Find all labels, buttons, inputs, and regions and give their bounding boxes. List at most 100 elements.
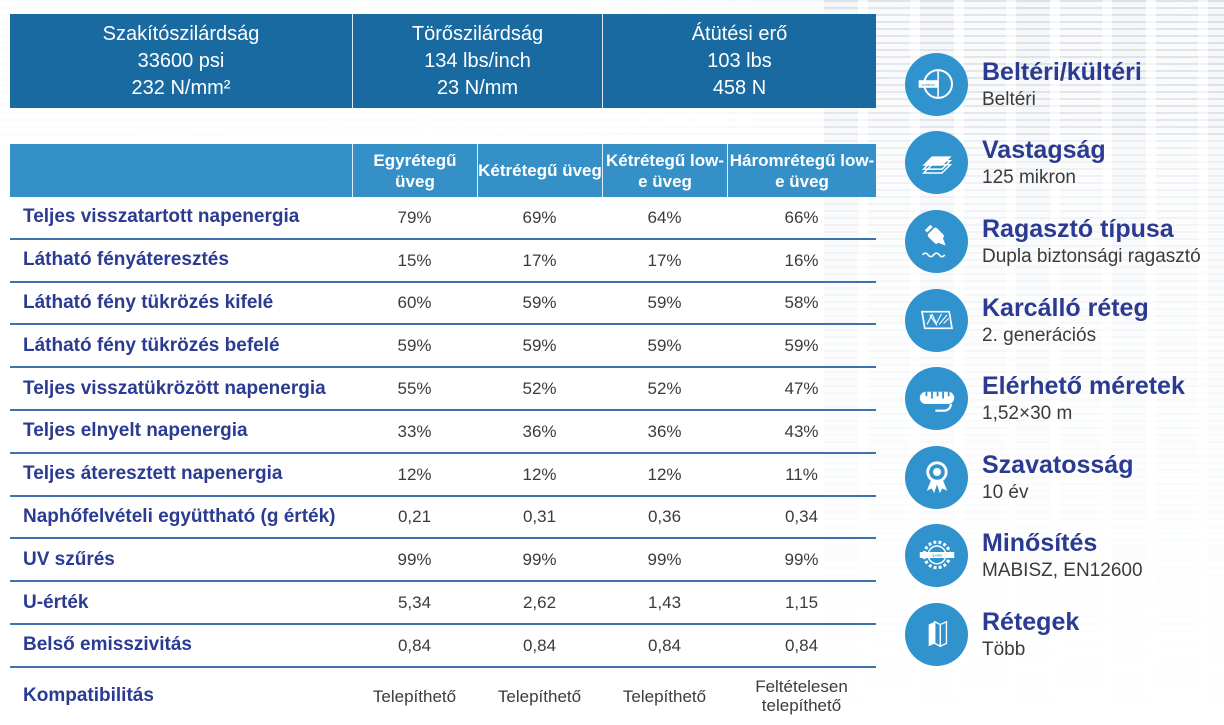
feature-value: 1,52×30 m [982,403,1073,425]
feature-value: 2. generációs [982,324,1097,346]
table-header-col: Kétrétegű low-e üveg [602,144,727,197]
table-header-col: Egyrétegű üveg [352,144,477,197]
row-label: UV szűrés [23,548,115,570]
stat-value: 458 N [712,76,767,99]
layers-icon [905,602,968,666]
indoor-outdoor-icon: outdoor [905,52,968,116]
table-row: Látható fény tükrözés befelé 59% 59% 59%… [10,325,876,369]
cell-value: 11% [785,464,818,484]
row-label: Teljes visszatükrözött napenergia [23,377,326,399]
cell-value: 52% [647,379,682,399]
feature-value: 125 mikron [982,167,1076,189]
row-label: Látható fényáteresztés [23,249,229,271]
table-row: Teljes visszatartott napenergia 79% 69% … [10,197,876,240]
sizes-icon [905,367,968,431]
feature-title: Minősítés [982,529,1098,558]
cell-value: 12% [522,464,557,484]
row-label: Naphőfelvételi együttható (g érték) [23,505,336,527]
table-row: Teljes áteresztett napenergia 12% 12% 12… [10,454,876,497]
feature-available-sizes: Elérhető méretek 1,52×30 m [905,359,1201,438]
cell-value: Telepíthető [622,686,707,706]
feature-thickness: Vastagság 125 mikron [905,124,1201,203]
cell-value: 47% [784,379,819,399]
feature-value: 10 év [982,481,1029,503]
table-header-spacer [10,144,352,197]
cell-value: 69% [522,207,557,227]
cell-value: 2,62 [522,593,557,613]
feature-certification: quality Minősítés MABISZ, EN12600 [905,517,1201,596]
stat-break-strength: Törőszilárdság 134 lbs/inch 23 N/mm [352,14,602,108]
cell-value: 99% [784,550,819,570]
background-texture-right [824,0,1224,725]
cell-value: 0,84 [784,635,819,655]
cell-value: 59% [784,336,819,356]
feature-layers: Rétegek Több [905,595,1201,674]
stat-puncture-force: Átütési erő 103 lbs 458 N [602,14,876,108]
cell-value: 43% [784,421,819,441]
feature-title: Ragasztó típusa [982,214,1174,243]
row-label: Belső emisszivitás [23,634,192,656]
cell-value: 79% [397,207,432,227]
cell-value: 1,43 [647,593,682,613]
feature-warranty: Szavatosság 10 év [905,438,1201,517]
cell-value: 16% [784,250,819,270]
cell-value: 0,31 [522,507,557,527]
cell-value: 59% [647,293,682,313]
cell-value: 0,21 [397,507,432,527]
feature-title: Szavatosság [982,450,1134,479]
cell-value: 60% [397,293,432,313]
cell-value: 99% [397,550,432,570]
row-label: Látható fény tükrözés befelé [23,334,280,356]
row-label: U-érték [23,591,89,613]
thickness-icon [905,131,968,195]
feature-list: outdoor Beltéri/kültéri Beltéri Vastagsá… [905,45,1201,674]
stat-value: 103 lbs [707,49,772,72]
cell-value: 12% [647,464,682,484]
feature-title: Karcálló réteg [982,293,1149,322]
cell-value: 0,84 [522,635,557,655]
cell-value: 33% [397,421,432,441]
stat-value: 134 lbs/inch [424,49,531,72]
cell-value: 64% [647,207,682,227]
row-label: Teljes visszatartott napenergia [23,206,300,228]
cell-value: 66% [784,207,819,227]
cell-value: 0,36 [647,507,682,527]
cell-value: 0,84 [647,635,682,655]
cell-value: Telepíthető [497,686,582,706]
table-row: Belső emisszivitás 0,84 0,84 0,84 0,84 [10,625,876,668]
cell-value: 0,34 [784,507,819,527]
table-row: Teljes elnyelt napenergia 33% 36% 36% 43… [10,411,876,454]
stat-title: Törőszilárdság [411,22,544,45]
cell-value: 0,84 [397,635,432,655]
svg-text:outdoor: outdoor [921,82,935,87]
strength-stats-bar: Szakítószilárdság 33600 psi 232 N/mm² Tö… [10,14,876,108]
cell-value: 58% [784,293,819,313]
cell-value: 1,15 [784,593,819,613]
feature-title: Vastagság [982,136,1106,165]
table-header-col: Kétrétegű üveg [477,144,602,197]
cell-value: Feltételesen telepíthető [755,677,848,716]
feature-title: Beltéri/kültéri [982,57,1142,86]
stat-value: 33600 psi [137,49,225,72]
stat-value: 232 N/mm² [131,76,231,99]
cell-value: 36% [647,421,682,441]
table-header-row: Egyrétegű üveg Kétrétegű üveg Kétrétegű … [10,144,876,197]
certification-icon: quality [905,524,968,588]
feature-indoor-outdoor: outdoor Beltéri/kültéri Beltéri [905,45,1201,124]
feature-adhesive-type: Ragasztó típusa Dupla biztonsági ragaszt… [905,202,1201,281]
cell-value: 55% [397,379,432,399]
cell-value: 99% [647,550,682,570]
feature-title: Elérhető méretek [982,372,1185,401]
cell-value: 17% [522,250,557,270]
stat-title: Átütési erő [691,22,788,45]
stat-title: Szakítószilárdság [102,22,260,45]
feature-value: Dupla biztonsági ragasztó [982,245,1201,267]
cell-value: 59% [522,336,557,356]
cell-value: 12% [397,464,432,484]
row-label: Teljes elnyelt napenergia [23,420,248,442]
scratch-resistant-icon [905,288,968,352]
spec-table: Egyrétegű üveg Kétrétegű üveg Kétrétegű … [10,144,876,725]
cell-value: 59% [647,336,682,356]
feature-value: MABISZ, EN12600 [982,560,1143,582]
table-row-compatibility: Kompatibilitás Telepíthető Telepíthető T… [10,668,876,725]
